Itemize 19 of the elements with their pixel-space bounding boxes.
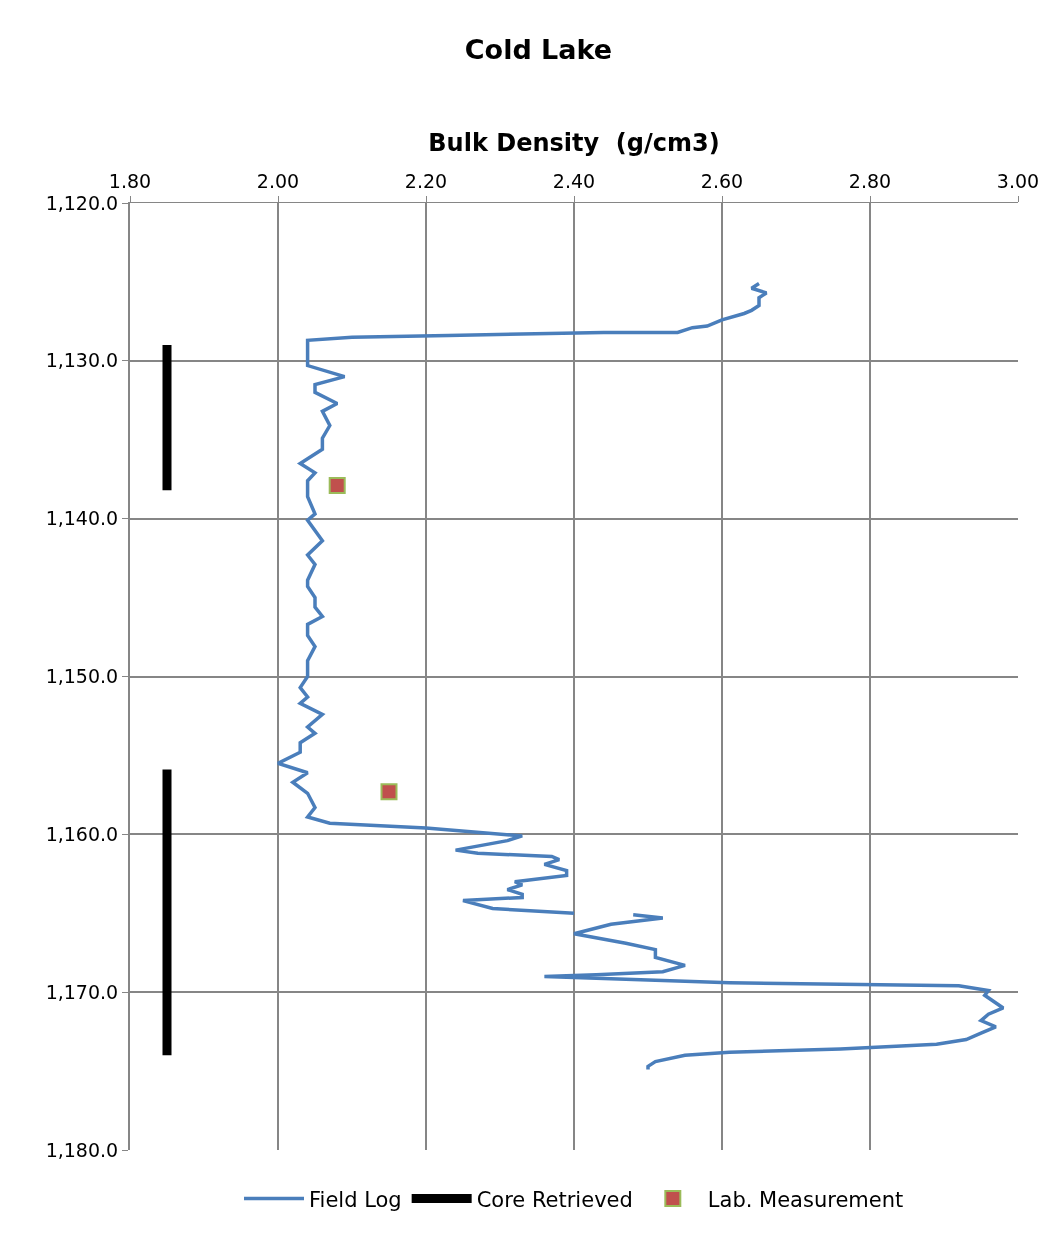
y-tick-label: 1,150.0: [45, 665, 119, 688]
chart-title: Cold Lake: [464, 34, 613, 66]
y-tick-label: 1,160.0: [45, 822, 119, 845]
legend-label: Lab. Measurement: [707, 1187, 904, 1212]
x-tick-label: 2.20: [404, 170, 448, 193]
legend-label: Field Log: [309, 1187, 402, 1212]
legend-label: Core Retrieved: [476, 1187, 633, 1212]
y-tick-label: 1,140.0: [45, 507, 119, 530]
x-tick-label: 2.60: [700, 170, 744, 193]
x-axis-title: Bulk Density (g/cm3): [428, 128, 720, 157]
x-tick-label: 1.80: [108, 170, 152, 193]
x-tick-label: 2.80: [848, 170, 892, 193]
x-tick-label: 2.00: [256, 170, 300, 193]
y-tick-label: 1,130.0: [45, 349, 119, 372]
x-tick-label: 3.00: [996, 170, 1040, 193]
y-tick-label: 1,170.0: [45, 980, 119, 1003]
y-tick-label: 1,120.0: [45, 191, 119, 214]
x-tick-label: 2.40: [552, 170, 596, 193]
y-tick-label: 1,180.0: [45, 1138, 119, 1161]
